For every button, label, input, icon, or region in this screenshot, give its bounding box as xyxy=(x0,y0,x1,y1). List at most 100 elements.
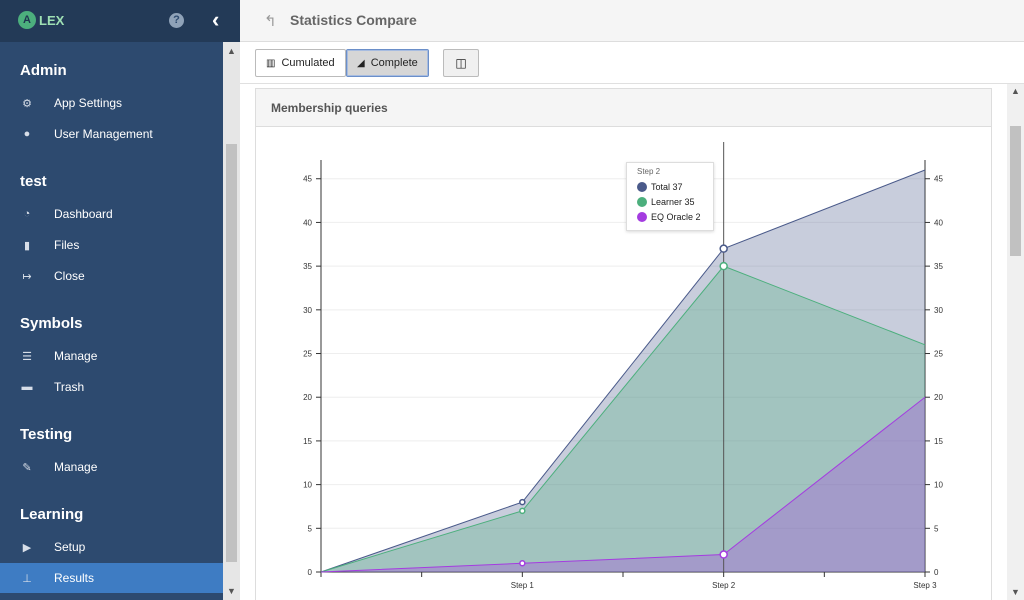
sidebar-item-label: App Settings xyxy=(54,96,123,110)
content-scrollbar[interactable]: ▲ ▼ xyxy=(1007,84,1024,600)
scroll-down-icon[interactable]: ▼ xyxy=(1011,587,1020,597)
sidebar-item-label: Dashboard xyxy=(54,207,113,221)
x-tick-label: Step 2 xyxy=(712,581,736,590)
cogs-icon: ⚙ xyxy=(22,97,32,110)
sidebar-item-dashboard[interactable]: ◔ Dashboard xyxy=(0,199,223,229)
sidebar-item-close[interactable]: ↦ Close xyxy=(0,261,223,291)
sidebar-item-user-management[interactable]: ● User Management xyxy=(0,119,223,149)
complete-button[interactable]: ◢ Complete xyxy=(346,49,429,77)
y-tick-label: 15 xyxy=(303,437,312,446)
sidebar-section-admin: Admin xyxy=(20,62,67,79)
tooltip-title: Step 2 xyxy=(637,167,661,176)
y-tick-label: 35 xyxy=(934,262,943,271)
y-tick-label: 10 xyxy=(934,481,943,490)
data-point xyxy=(519,560,526,567)
split-view-button[interactable]: ◫ xyxy=(443,49,479,77)
y-tick-label: 30 xyxy=(934,306,943,315)
y-tick-label: 0 xyxy=(308,568,313,577)
y-tick-label: 0 xyxy=(934,568,939,577)
sidebar-item-results[interactable]: ⊥ Results xyxy=(0,563,223,593)
scroll-up-icon[interactable]: ▲ xyxy=(227,46,236,56)
series-color-dot xyxy=(637,211,647,222)
y-tick-label: 25 xyxy=(934,350,943,359)
help-icon[interactable]: ? xyxy=(169,13,184,28)
x-tick-label: Step 1 xyxy=(511,581,535,590)
tooltip-value: 2 xyxy=(695,211,701,222)
tooltip-label: Total xyxy=(651,181,671,192)
dashboard-icon: ◔ xyxy=(23,208,31,220)
series-line-eq-oracle xyxy=(320,396,926,573)
sidebar-item-label: Close xyxy=(54,269,85,283)
data-point xyxy=(719,550,728,559)
cumulated-button[interactable]: ▥ Cumulated xyxy=(255,49,346,77)
sidebar-scroll-thumb[interactable] xyxy=(226,144,237,562)
membership-queries-chart[interactable]: 0 0 5 5 10 10 15 15 20 20 25 25 30 30 35 35 40 40 45 45 Step… xyxy=(240,84,1007,600)
sidebar-item-label: Setup xyxy=(54,540,86,554)
complete-button-label: Complete xyxy=(370,57,418,69)
y-tick-label: 30 xyxy=(303,306,312,315)
data-point xyxy=(719,244,728,253)
sidebar-scrollbar[interactable]: ▲ ▼ xyxy=(223,42,240,600)
sidebar-item-label: Files xyxy=(54,238,80,252)
sidebar-item-files[interactable]: ▮ Files xyxy=(0,230,223,260)
tooltip-row-learner: Learner 35 xyxy=(637,194,703,209)
scroll-down-icon[interactable]: ▼ xyxy=(227,586,236,596)
y-tick-label: 5 xyxy=(308,524,313,533)
topbar: ↰ Statistics Compare xyxy=(240,0,1024,42)
series-color-dot xyxy=(637,196,647,207)
area-chart-icon: ◢ xyxy=(357,57,365,69)
sidebar-item-label: Trash xyxy=(54,380,85,394)
tooltip-label: EQ Oracle xyxy=(651,211,694,222)
y-tick-label: 10 xyxy=(303,481,312,490)
data-point xyxy=(519,507,526,515)
data-point xyxy=(719,261,728,271)
panel-title: Membership queries xyxy=(256,89,991,127)
content-area: Membership queries xyxy=(240,84,1007,600)
list-icon: ☰ xyxy=(22,350,32,363)
y-tick-label: 20 xyxy=(303,393,312,402)
series-line-total xyxy=(320,169,926,573)
app-name[interactable]: LEX xyxy=(39,13,65,28)
series-area-eq-oracle xyxy=(321,397,925,572)
sidebar-header: A LEX ? ‹ xyxy=(0,0,240,42)
y-tick-label: 45 xyxy=(934,175,943,184)
wrench-icon: ✎ xyxy=(22,461,32,474)
tooltip-row-total: Total 37 xyxy=(637,179,703,194)
columns-icon: ◫ xyxy=(455,56,467,70)
sidebar-section-testing: Testing xyxy=(20,426,73,443)
sidebar: A LEX ? ‹ Admin ⚙ App Settings ● User Ma… xyxy=(0,0,240,600)
bar-chart-icon: ▥ xyxy=(266,57,276,69)
sign-out-icon: ↦ xyxy=(22,270,32,283)
series-line-learner xyxy=(320,265,926,573)
y-tick-label: 15 xyxy=(934,437,943,446)
sidebar-item-setup[interactable]: ▶ Setup xyxy=(0,532,223,562)
scroll-up-icon[interactable]: ▲ xyxy=(1011,86,1020,96)
users-icon: ● xyxy=(23,128,31,140)
y-tick-label: 20 xyxy=(934,393,943,402)
sidebar-item-label: Results xyxy=(54,571,95,585)
app-logo[interactable]: A xyxy=(18,11,36,29)
sidebar-item-testing-manage[interactable]: ✎ Manage xyxy=(0,452,223,482)
content-scroll-thumb[interactable] xyxy=(1010,126,1021,256)
sidebar-item-app-settings[interactable]: ⚙ App Settings xyxy=(0,88,223,118)
page-title: Statistics Compare xyxy=(290,12,417,28)
play-icon: ▶ xyxy=(22,541,32,554)
y-tick-label: 40 xyxy=(934,218,943,227)
file-icon: ▮ xyxy=(23,239,31,252)
trash-icon: ▬ xyxy=(21,381,33,393)
chevron-left-icon[interactable]: ‹ xyxy=(212,7,220,32)
y-tick-label: 35 xyxy=(303,262,312,271)
sidebar-section-symbols: Symbols xyxy=(20,315,83,332)
cumulated-button-label: Cumulated xyxy=(281,57,335,69)
tooltip-value: 37 xyxy=(672,181,683,192)
y-tick-label: 40 xyxy=(303,218,312,227)
back-arrow-icon[interactable]: ↰ xyxy=(264,13,277,30)
sidebar-item-symbols-manage[interactable]: ☰ Manage xyxy=(0,341,223,371)
series-color-dot xyxy=(637,181,647,192)
x-tick-label: Step 3 xyxy=(913,581,937,590)
sidebar-section-test: test xyxy=(20,173,47,190)
tooltip-row-eq-oracle: EQ Oracle 2 xyxy=(637,209,703,224)
y-tick-label: 45 xyxy=(303,175,312,184)
tooltip-label: Learner xyxy=(651,196,683,207)
sidebar-item-trash[interactable]: ▬ Trash xyxy=(0,372,223,402)
